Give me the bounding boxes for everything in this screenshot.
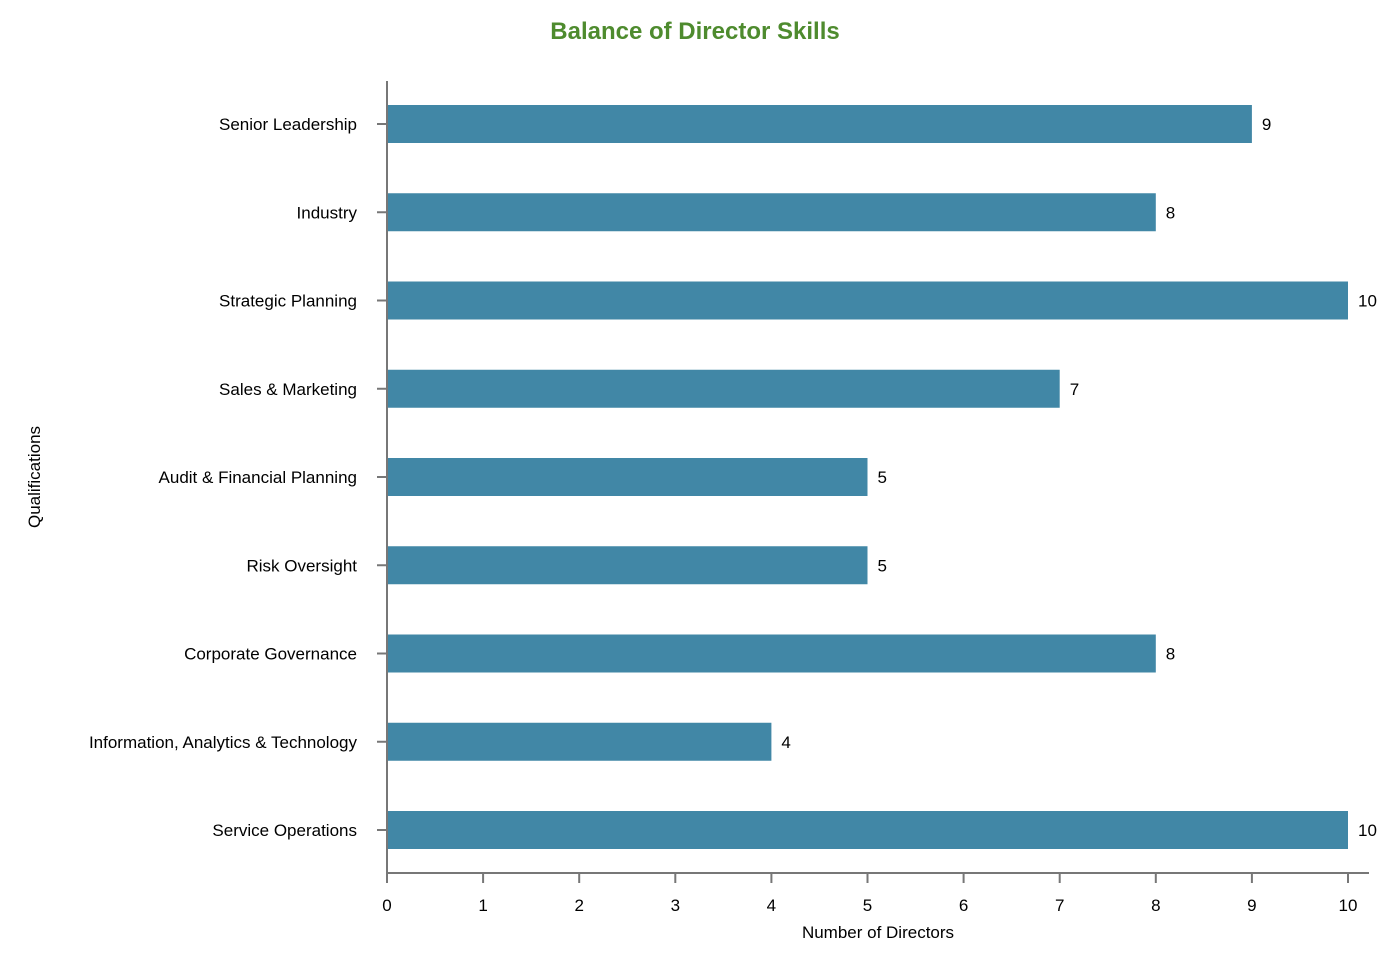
y-axis-title: Qualifications xyxy=(25,426,44,528)
category-label: Risk Oversight xyxy=(246,556,357,575)
category-label: Service Operations xyxy=(212,821,357,840)
bar xyxy=(387,811,1348,849)
category-label: Strategic Planning xyxy=(219,292,357,311)
bars-group xyxy=(387,105,1348,849)
bar xyxy=(387,281,1348,320)
category-label: Sales & Marketing xyxy=(219,380,357,399)
data-label: 10 xyxy=(1358,292,1377,311)
x-tick-label: 7 xyxy=(1055,896,1064,915)
chart-title: Balance of Director Skills xyxy=(550,18,839,45)
bar xyxy=(387,193,1156,232)
x-tick-label: 6 xyxy=(959,896,968,915)
x-tick-label: 5 xyxy=(863,896,872,915)
x-axis: 0 1 2 3 4 5 6 7 8 9 10 xyxy=(382,872,1369,915)
category-label: Corporate Governance xyxy=(184,645,357,664)
x-tick-label: 1 xyxy=(478,896,487,915)
data-label: 8 xyxy=(1166,645,1175,664)
x-tick-label: 8 xyxy=(1151,896,1160,915)
x-tick-label: 2 xyxy=(574,896,583,915)
category-label: Senior Leadership xyxy=(219,115,357,134)
value-labels-group: 9 8 10 7 5 5 8 4 10 xyxy=(781,115,1377,840)
category-label: Industry xyxy=(297,203,358,222)
category-labels-group: Senior Leadership Industry Strategic Plann… xyxy=(89,115,358,840)
category-label: Audit & Financial Planning xyxy=(159,468,357,487)
x-tick-label: 10 xyxy=(1339,896,1358,915)
data-label: 5 xyxy=(878,468,887,487)
x-tick-label: 3 xyxy=(671,896,680,915)
bar xyxy=(387,369,1060,408)
x-axis-title: Number of Directors xyxy=(802,923,954,942)
category-label: Information, Analytics & Technology xyxy=(89,733,358,752)
data-label: 7 xyxy=(1070,380,1079,399)
x-tick-label: 4 xyxy=(767,896,776,915)
data-label: 8 xyxy=(1166,203,1175,222)
bar xyxy=(387,546,868,585)
bar xyxy=(387,722,772,761)
bar xyxy=(387,458,868,496)
y-axis xyxy=(377,81,388,873)
data-label: 5 xyxy=(878,556,887,575)
x-tick-label: 9 xyxy=(1247,896,1256,915)
bar xyxy=(387,105,1252,143)
bar xyxy=(387,634,1156,673)
data-label: 4 xyxy=(781,733,790,752)
data-label: 9 xyxy=(1262,115,1271,134)
data-label: 10 xyxy=(1358,821,1377,840)
x-tick-label: 0 xyxy=(382,896,391,915)
